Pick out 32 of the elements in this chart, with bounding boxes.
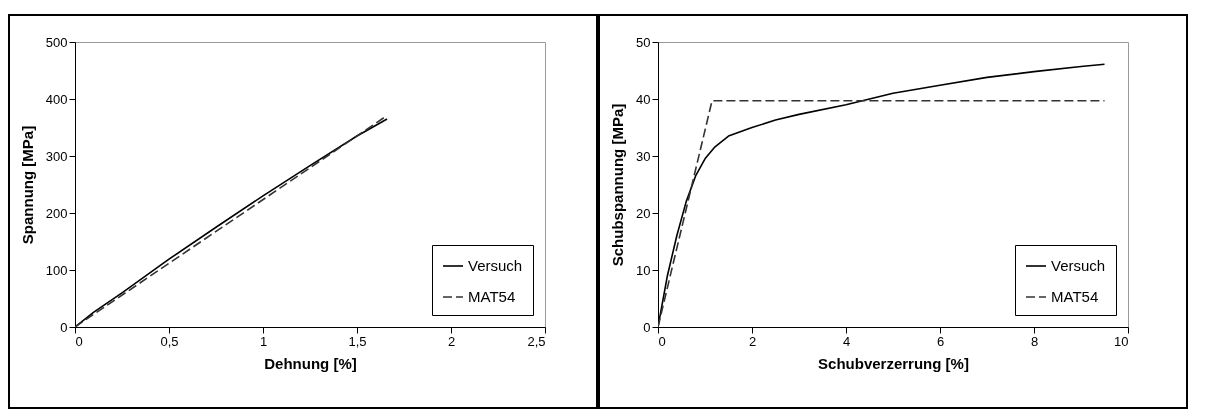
x-tick-label: 1 (259, 333, 268, 349)
x-axis-title: Dehnung [%] (264, 354, 357, 372)
x-tick-label: 2 (748, 333, 757, 349)
legend-label: Versuch (468, 257, 523, 274)
y-tick-label: 50 (636, 34, 651, 50)
x-tick-label: 10 (1114, 333, 1129, 349)
y-tick-label: 30 (636, 148, 651, 164)
y-axis-title: Schubspannung [MPa] (609, 103, 627, 267)
y-tick-label: 0 (60, 319, 68, 335)
x-tick-label: 0,5 (160, 333, 179, 349)
x-tick-label: 2,5 (527, 333, 546, 349)
y-tick-label: 10 (636, 262, 651, 278)
x-tick-label: 2 (447, 333, 456, 349)
y-axis-title: Spannung [MPa] (18, 125, 36, 245)
legend-label: Versuch (1051, 257, 1106, 274)
y-tick-label: 400 (45, 91, 68, 107)
x-tick-label: 8 (1030, 333, 1039, 349)
y-tick-label: 300 (45, 148, 68, 164)
y-tick-label: 500 (45, 34, 68, 50)
x-tick-label: 6 (936, 333, 945, 349)
y-tick-label: 20 (636, 205, 651, 221)
x-tick-label: 0 (75, 333, 83, 349)
x-tick-label: 1,5 (348, 333, 367, 349)
legend-label: MAT54 (468, 288, 516, 305)
x-tick-label: 4 (842, 333, 851, 349)
y-tick-label: 100 (45, 262, 68, 278)
y-tick-label: 0 (643, 319, 651, 335)
x-tick-label: 0 (658, 333, 666, 349)
y-tick-label: 200 (45, 205, 68, 221)
x-axis-title: Schubverzerrung [%] (818, 354, 969, 372)
y-tick-label: 40 (636, 91, 651, 107)
legend-label: MAT54 (1051, 288, 1099, 305)
